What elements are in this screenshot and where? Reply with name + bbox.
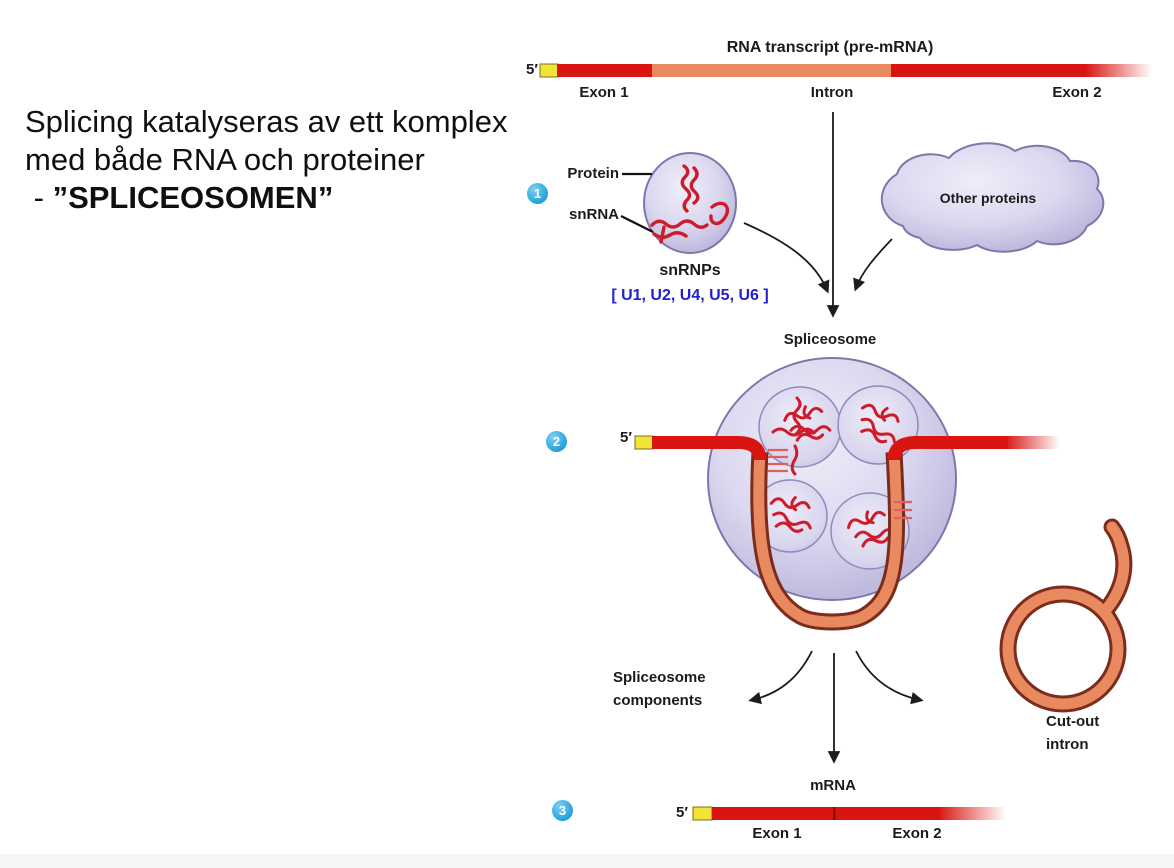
pre-mrna-bar — [539, 63, 1152, 78]
exon2-segment — [891, 64, 1086, 77]
step2-badge: 2 — [546, 431, 567, 452]
spliceosome-components-label: Spliceosome components — [613, 669, 706, 709]
cut-out-intron-label: Cut-out intron — [1046, 713, 1100, 753]
exon1-label-bottom: Exon 1 — [752, 825, 802, 842]
mrna-bar — [692, 806, 1006, 821]
step3-badge: 3 — [552, 800, 573, 821]
base-pairing-hatches-left — [768, 448, 788, 473]
other-proteins-label: Other proteins — [939, 190, 1037, 206]
snrnp-particle — [620, 152, 737, 254]
intron-label: Intron — [810, 84, 854, 101]
exon2-fade — [1085, 64, 1152, 77]
mrna-label: mRNA — [810, 777, 856, 794]
slide-text-line3: - ”SPLICEOSOMEN” — [33, 180, 334, 215]
five-prime-label-step3: 5′ — [676, 804, 688, 821]
five-prime-cap — [539, 63, 559, 78]
step1-badge: 1 — [527, 183, 548, 204]
exon2-label-bottom: Exon 2 — [892, 825, 942, 842]
components-arrow-left — [748, 650, 813, 705]
step2-rna-bar — [634, 435, 1060, 520]
slide-text: Splicing katalyseras av ett komplex med … — [25, 103, 530, 217]
other-proteins-blob — [880, 142, 1105, 253]
base-pairing-hatches-right — [894, 500, 912, 520]
intron-segment — [652, 64, 891, 77]
spliceosome-label: Spliceosome — [783, 331, 877, 348]
u-snrnps-list: [ U1, U2, U4, U5, U6 ] — [611, 287, 769, 304]
spliceosomen-term: ”SPLICEOSOMEN” — [52, 180, 334, 215]
five-prime-label-step2: 5′ — [620, 429, 632, 446]
snrna-label: snRNA — [568, 206, 619, 223]
proteins-to-spliceosome-arrow — [853, 238, 893, 292]
cut-out-intron-lariat — [999, 518, 1133, 713]
pre-mrna-title: RNA transcript (pre-mRNA) — [726, 39, 934, 56]
exon1-label-top: Exon 1 — [579, 84, 629, 101]
mrna-fade — [938, 807, 1006, 820]
mrna-exons — [712, 807, 940, 820]
slide-bottom-edge — [0, 854, 1174, 868]
slide-text-line1: Splicing katalyseras av ett komplex — [25, 104, 508, 139]
intron-loop — [750, 451, 906, 631]
slide-text-line2: med både RNA och proteiner — [25, 142, 425, 177]
five-prime-label-top: 5′ — [526, 61, 538, 78]
spliceosome-complex — [707, 357, 957, 601]
snrna-pointer-line — [620, 215, 654, 233]
five-prime-cap — [692, 806, 713, 821]
exon-junction-tick — [833, 807, 836, 820]
snrnps-label: snRNPs — [659, 262, 721, 279]
exon1-segment — [557, 64, 652, 77]
components-arrow-right — [855, 650, 924, 705]
exon2-label-top: Exon 2 — [1052, 84, 1102, 101]
protein-label: Protein — [567, 165, 619, 182]
snrnp-to-spliceosome-arrow — [743, 222, 830, 294]
five-prime-cap — [634, 435, 654, 450]
